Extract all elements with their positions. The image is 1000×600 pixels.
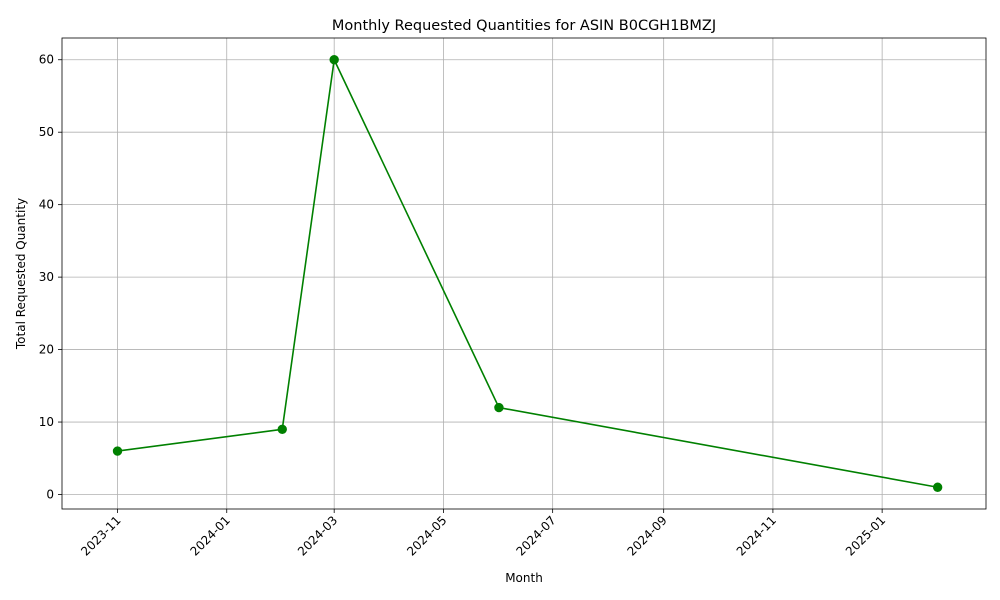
y-tick-label: 20: [39, 343, 54, 357]
data-point: [494, 402, 504, 413]
data-point: [277, 424, 287, 434]
data-point: [932, 482, 943, 492]
data-point: [329, 55, 339, 65]
plot-area: [62, 38, 986, 509]
plot-frame: [61, 37, 987, 510]
y-tick-label: 0: [46, 488, 54, 502]
x-axis-title: Month: [505, 571, 543, 585]
y-tick-label: 30: [39, 270, 54, 284]
y-tick-label: 60: [39, 53, 54, 67]
grid: [62, 38, 986, 509]
series-layer: [112, 55, 943, 492]
y-axis-title: Total Requested Quantity: [14, 198, 28, 350]
y-tick-label: 40: [39, 198, 54, 212]
y-tick-label: 10: [39, 415, 54, 429]
y-axis: 0 10 20 30 40 50 60: [39, 53, 62, 502]
chart-title: Monthly Requested Quantities for ASIN B0…: [332, 18, 716, 34]
data-point: [112, 446, 123, 456]
y-tick-label: 50: [39, 125, 54, 139]
